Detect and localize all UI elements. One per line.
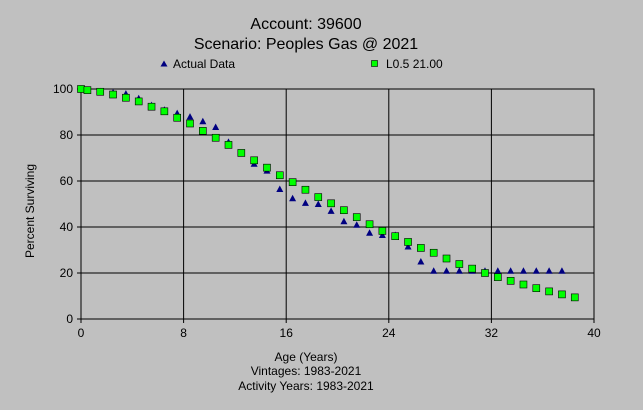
data-point-l05: [275, 171, 284, 180]
data-point-actual: [404, 243, 412, 250]
data-point-actual: [186, 113, 194, 120]
data-point-l05: [455, 260, 464, 268]
data-point-l05: [211, 133, 220, 142]
data-point-l05: [160, 107, 169, 116]
y-tick-label: 0: [66, 312, 73, 326]
data-point-actual: [417, 258, 425, 265]
data-point-l05: [570, 293, 579, 302]
data-point-l05: [237, 149, 246, 157]
data-point-actual: [545, 267, 553, 274]
data-point-l05: [365, 220, 374, 229]
data-point-actual: [327, 207, 335, 214]
data-point-l05: [429, 248, 438, 257]
x-tick-label: 0: [78, 326, 85, 340]
legend-marker-square: [371, 60, 378, 67]
data-point-l05: [109, 90, 117, 99]
data-point-l05: [558, 290, 566, 299]
legend-label-l05: L0.5 21.00: [386, 57, 443, 71]
data-point-l05: [545, 287, 553, 296]
data-point-actual: [353, 221, 361, 228]
data-point-l05: [391, 232, 400, 240]
data-point-l05: [481, 269, 489, 277]
data-point-l05: [250, 156, 258, 165]
x-tick-label: 8: [180, 326, 187, 340]
data-point-l05: [134, 97, 143, 106]
footer-vintages: Vintages: 1983-2021: [251, 364, 362, 378]
data-point-actual: [289, 194, 297, 202]
data-point-actual: [314, 200, 322, 207]
plot-area: [80, 88, 595, 320]
data-point-l05: [417, 244, 425, 252]
data-point-l05: [83, 86, 92, 94]
data-point-actual: [340, 217, 348, 225]
data-point-l05: [327, 199, 335, 208]
y-tick-label: 80: [60, 128, 74, 142]
y-tick-label: 20: [60, 266, 74, 280]
data-point-l05: [122, 93, 130, 102]
data-point-actual: [494, 267, 502, 274]
data-point-l05: [96, 87, 105, 96]
data-point-l05: [77, 85, 85, 93]
y-tick-label: 100: [53, 82, 73, 96]
data-point-actual: [519, 267, 527, 274]
data-point-l05: [340, 206, 348, 215]
data-point-l05: [173, 113, 181, 122]
y-tick-label: 60: [60, 174, 74, 188]
data-point-l05: [404, 238, 412, 246]
chart-title: Account: 39600: [250, 16, 361, 33]
data-point-actual: [507, 267, 515, 274]
legend: Actual Data L0.5 21.00: [160, 57, 443, 71]
legend-item-actual-data: Actual Data: [160, 57, 235, 71]
data-point-l05: [532, 284, 541, 292]
y-axis-label: Percent Surviving: [23, 164, 37, 258]
y-tick-label: 40: [60, 220, 74, 234]
data-point-l05: [378, 227, 387, 235]
data-point-actual: [366, 229, 374, 236]
data-point-l05: [468, 264, 476, 273]
data-point-actual: [378, 231, 386, 239]
data-point-actual: [532, 267, 540, 274]
data-point-actual: [276, 185, 284, 193]
data-point-l05: [352, 213, 361, 221]
data-point-actual: [430, 267, 438, 274]
data-point-actual: [212, 123, 220, 130]
chart-subtitle: Scenario: Peoples Gas @ 2021: [194, 36, 418, 53]
data-point-l05: [494, 273, 502, 281]
x-tick-label: 16: [280, 326, 294, 340]
data-point-actual: [558, 267, 566, 274]
x-tick-label: 40: [587, 326, 601, 340]
footer-activity-years: Activity Years: 1983-2021: [238, 379, 374, 393]
x-tick-label: 32: [485, 326, 499, 340]
data-point-l05: [288, 178, 297, 186]
data-point-l05: [301, 185, 310, 194]
x-tick-label: 24: [382, 326, 396, 340]
data-point-l05: [263, 163, 271, 172]
data-point-l05: [147, 102, 156, 111]
legend-item-l05: L0.5 21.00: [371, 57, 443, 71]
data-point-actual: [443, 267, 451, 274]
data-point-l05: [186, 119, 194, 128]
x-axis-label: Age (Years): [275, 350, 338, 364]
data-point-l05: [314, 193, 323, 201]
data-point-l05: [506, 277, 515, 285]
data-point-l05: [442, 254, 451, 263]
data-point-actual: [301, 199, 309, 206]
data-point-actual: [455, 267, 463, 274]
data-point-l05: [519, 280, 528, 289]
data-point-actual: [199, 117, 207, 125]
data-point-l05: [224, 141, 233, 149]
legend-marker-triangle: [160, 60, 168, 67]
data-point-l05: [199, 127, 207, 135]
legend-label-actual-data: Actual Data: [173, 57, 235, 71]
